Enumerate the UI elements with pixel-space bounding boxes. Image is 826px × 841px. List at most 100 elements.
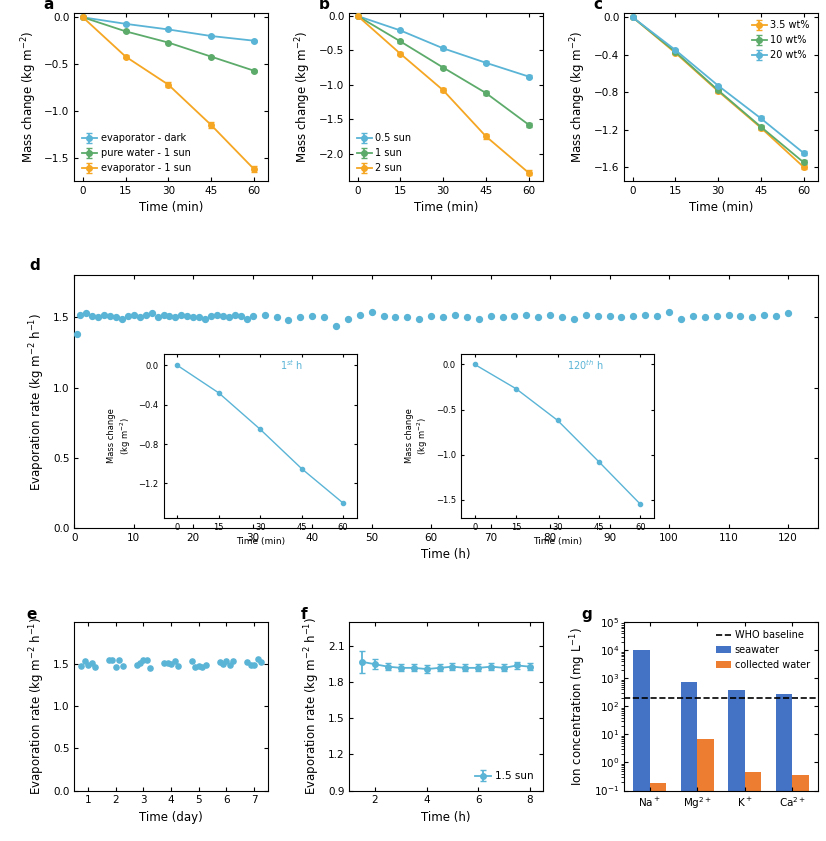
Point xyxy=(216,309,230,323)
Point xyxy=(211,308,224,321)
Y-axis label: Evaporation rate (kg m$^{-2}$ h$^{-1}$): Evaporation rate (kg m$^{-2}$ h$^{-1}$) xyxy=(28,313,47,490)
Point xyxy=(102,653,116,667)
Bar xyxy=(681,682,697,841)
Point xyxy=(757,308,771,321)
Point xyxy=(746,310,759,324)
Point xyxy=(79,306,93,320)
Point xyxy=(603,309,616,323)
Y-axis label: Evaporation rate (kg m$^{-2}$ h$^{-1}$): Evaporation rate (kg m$^{-2}$ h$^{-1}$) xyxy=(28,617,47,796)
Point xyxy=(220,654,233,668)
Point xyxy=(106,653,119,667)
Bar xyxy=(649,783,667,841)
Bar xyxy=(697,738,714,841)
Legend: 1.5 sun: 1.5 sun xyxy=(471,767,538,785)
Point xyxy=(508,309,521,323)
Point xyxy=(185,654,198,668)
Point xyxy=(449,308,462,321)
Point xyxy=(544,308,557,321)
Text: f: f xyxy=(301,607,307,621)
Point xyxy=(121,309,135,323)
Text: a: a xyxy=(43,0,54,13)
Text: b: b xyxy=(318,0,329,13)
Point xyxy=(627,309,640,323)
Point xyxy=(579,308,592,321)
Point xyxy=(116,659,130,673)
Point xyxy=(78,654,92,668)
Point xyxy=(698,310,711,324)
Point xyxy=(116,312,129,325)
Point xyxy=(137,653,150,666)
Point xyxy=(460,310,473,324)
Point xyxy=(638,308,652,321)
Point xyxy=(254,656,268,669)
Text: c: c xyxy=(593,0,602,13)
Point xyxy=(425,309,438,323)
Point xyxy=(733,309,747,323)
Point xyxy=(109,661,122,674)
Point xyxy=(74,308,87,321)
Point xyxy=(317,310,330,324)
Point xyxy=(710,309,724,323)
Point xyxy=(134,656,147,669)
Point xyxy=(258,308,271,321)
Legend: evaporator - dark, pure water - 1 sun, evaporator - 1 sun: evaporator - dark, pure water - 1 sun, e… xyxy=(79,130,194,176)
Point xyxy=(188,661,202,674)
Point xyxy=(389,310,402,324)
WHO baseline xyxy=(644,693,654,703)
Point xyxy=(163,309,176,323)
Point xyxy=(172,659,185,673)
Text: g: g xyxy=(582,607,592,621)
Point xyxy=(282,314,295,327)
Point xyxy=(86,309,99,323)
Point xyxy=(484,309,497,323)
Point xyxy=(377,309,390,323)
Point xyxy=(74,659,88,673)
Point xyxy=(413,312,426,325)
Y-axis label: Mass change (kg m$^{-2}$): Mass change (kg m$^{-2}$) xyxy=(294,30,313,163)
Point xyxy=(248,658,261,671)
Point xyxy=(472,312,486,325)
Point xyxy=(240,312,254,325)
Point xyxy=(591,309,605,323)
Point xyxy=(130,659,143,672)
Point xyxy=(401,310,414,324)
Point xyxy=(97,308,111,321)
Point xyxy=(270,310,283,324)
Point xyxy=(222,310,235,324)
Point xyxy=(145,306,159,320)
Point xyxy=(246,309,259,323)
Point xyxy=(181,309,194,323)
Point xyxy=(144,661,157,674)
Legend: 3.5 wt%, 10 wt%, 20 wt%: 3.5 wt%, 10 wt%, 20 wt% xyxy=(749,18,813,63)
Bar xyxy=(745,772,762,841)
Point xyxy=(223,659,236,672)
Y-axis label: Mass change (kg m$^{-2}$): Mass change (kg m$^{-2}$) xyxy=(19,30,39,163)
Point xyxy=(228,308,241,321)
Text: d: d xyxy=(30,258,40,273)
Point xyxy=(139,308,152,321)
WHO baseline xyxy=(692,693,702,703)
Point xyxy=(213,655,226,669)
Point xyxy=(205,309,218,323)
Point xyxy=(187,310,200,324)
Y-axis label: Ion concentration (mg L$^{-1}$): Ion concentration (mg L$^{-1}$) xyxy=(569,627,588,785)
Point xyxy=(199,659,212,672)
Bar xyxy=(792,775,809,841)
Text: e: e xyxy=(26,607,36,621)
Point xyxy=(109,310,122,324)
Y-axis label: Evaporation rate (kg m$^{-2}$ h$^{-1}$): Evaporation rate (kg m$^{-2}$ h$^{-1}$) xyxy=(302,617,322,796)
Point xyxy=(71,327,84,341)
Point xyxy=(354,308,367,321)
Point xyxy=(532,310,545,324)
Point xyxy=(127,308,140,321)
Point xyxy=(168,654,181,668)
Point xyxy=(157,308,170,321)
Point xyxy=(235,309,248,323)
Point xyxy=(330,319,343,332)
Point xyxy=(151,310,164,324)
Point xyxy=(88,661,102,674)
X-axis label: Time (h): Time (h) xyxy=(421,548,471,561)
X-axis label: Time (min): Time (min) xyxy=(414,201,478,214)
Point xyxy=(496,310,509,324)
Point xyxy=(686,309,700,323)
